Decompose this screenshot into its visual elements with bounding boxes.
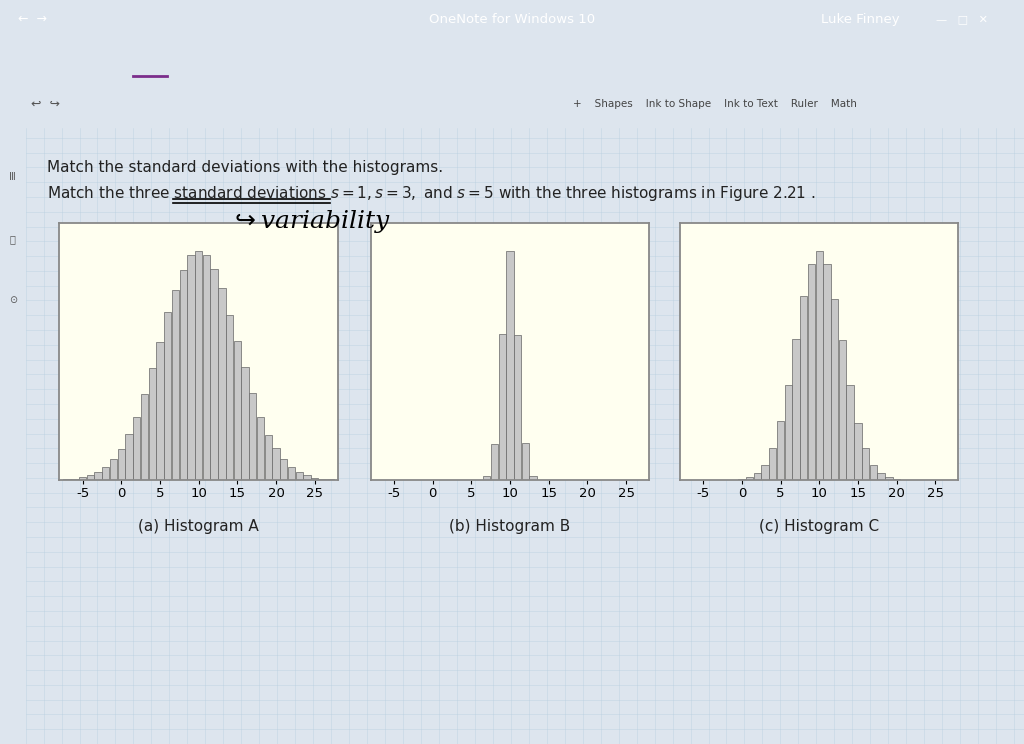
Bar bbox=[179, 270, 186, 480]
Text: OneNote for Windows 10: OneNote for Windows 10 bbox=[429, 13, 595, 26]
Text: ←  →: ← → bbox=[18, 13, 47, 26]
Bar bbox=[483, 476, 490, 480]
Bar bbox=[195, 251, 203, 480]
Bar bbox=[226, 315, 233, 480]
Text: Match the standard deviations with the histograms.: Match the standard deviations with the h… bbox=[47, 160, 443, 175]
Bar bbox=[815, 251, 823, 480]
Bar bbox=[296, 472, 303, 480]
Bar bbox=[490, 444, 498, 480]
Bar bbox=[79, 477, 86, 480]
Text: Match the three standard deviations $s = 1, s = 3,$ and $s = 5$ with the three h: Match the three standard deviations $s =… bbox=[47, 184, 816, 203]
Bar bbox=[529, 476, 537, 480]
Bar bbox=[288, 466, 295, 480]
Bar bbox=[893, 479, 900, 480]
Bar bbox=[164, 312, 171, 480]
Bar bbox=[249, 394, 256, 480]
Bar bbox=[745, 477, 754, 480]
Bar bbox=[762, 464, 769, 480]
Bar bbox=[784, 385, 792, 480]
Bar bbox=[854, 423, 861, 480]
Bar bbox=[133, 417, 140, 480]
Bar bbox=[218, 289, 225, 480]
Bar bbox=[318, 478, 326, 480]
Text: (a) Histogram A: (a) Histogram A bbox=[138, 519, 259, 533]
Text: $\hookrightarrow$variability: $\hookrightarrow$variability bbox=[230, 208, 391, 235]
Bar bbox=[242, 367, 249, 480]
Bar bbox=[769, 448, 776, 480]
Bar bbox=[125, 434, 133, 480]
Bar bbox=[148, 368, 156, 480]
Bar bbox=[839, 340, 846, 480]
Bar bbox=[847, 385, 854, 480]
Bar bbox=[514, 335, 521, 480]
Bar bbox=[506, 251, 514, 480]
Text: (c) Histogram C: (c) Histogram C bbox=[759, 519, 880, 533]
Bar bbox=[281, 459, 288, 480]
Bar bbox=[878, 473, 885, 480]
Text: 🔍: 🔍 bbox=[10, 234, 15, 244]
Bar bbox=[63, 479, 71, 480]
Bar bbox=[257, 417, 264, 480]
Bar bbox=[94, 472, 101, 480]
Bar bbox=[87, 475, 94, 480]
Bar bbox=[172, 289, 179, 480]
Bar bbox=[499, 333, 506, 480]
Bar bbox=[738, 479, 745, 480]
Bar bbox=[72, 478, 79, 480]
Bar bbox=[823, 264, 830, 480]
Bar bbox=[102, 467, 110, 480]
Bar bbox=[233, 341, 241, 480]
Bar bbox=[118, 449, 125, 480]
Bar bbox=[264, 434, 272, 480]
Bar bbox=[793, 339, 800, 480]
Bar bbox=[885, 477, 893, 480]
Bar bbox=[110, 459, 117, 480]
Bar bbox=[831, 299, 839, 480]
Bar bbox=[777, 421, 784, 480]
Text: —   □   ✕: — □ ✕ bbox=[936, 14, 988, 25]
Bar bbox=[157, 342, 164, 480]
Bar bbox=[311, 478, 318, 480]
Bar bbox=[862, 449, 869, 480]
Bar bbox=[303, 475, 310, 480]
Text: Luke Finney: Luke Finney bbox=[821, 13, 899, 26]
Text: Ⅲ: Ⅲ bbox=[9, 173, 16, 182]
Bar bbox=[869, 464, 877, 480]
Bar bbox=[211, 269, 218, 480]
Text: ↩  ↪: ↩ ↪ bbox=[31, 97, 59, 111]
Bar bbox=[808, 264, 815, 480]
Bar bbox=[800, 296, 807, 480]
Bar bbox=[522, 443, 529, 480]
Text: ⊙: ⊙ bbox=[9, 295, 16, 306]
Bar bbox=[141, 394, 148, 480]
Text: (b) Histogram B: (b) Histogram B bbox=[450, 519, 570, 533]
Bar bbox=[187, 255, 195, 480]
Bar bbox=[203, 255, 210, 480]
Text: +    Shapes    Ink to Shape    Ink to Text    Ruler    Math: + Shapes Ink to Shape Ink to Text Ruler … bbox=[573, 99, 857, 109]
Bar bbox=[272, 448, 280, 480]
Bar bbox=[754, 473, 761, 480]
